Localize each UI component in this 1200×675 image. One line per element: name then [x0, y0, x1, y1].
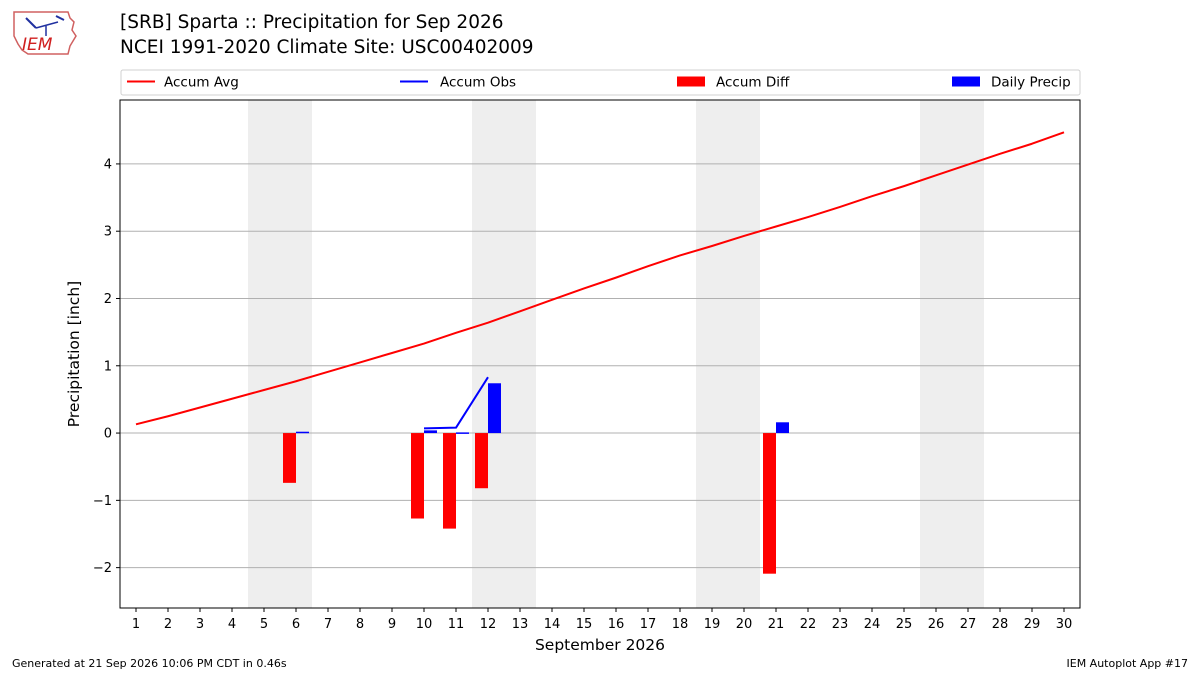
- x-tick-label: 15: [576, 617, 593, 632]
- y-tick-label: 4: [104, 157, 112, 172]
- x-tick-label: 16: [608, 617, 625, 632]
- x-tick-label: 9: [388, 617, 396, 632]
- weekend-shade-3: [920, 100, 984, 608]
- plot-frame: [119, 99, 1081, 609]
- grid-lines: [120, 163, 1080, 569]
- y-tick-label: 1: [104, 359, 112, 374]
- weekend-shading: [248, 100, 984, 608]
- x-tick-label: 29: [1024, 617, 1041, 632]
- legend-label-accum-avg: Accum Avg: [164, 75, 239, 91]
- x-tick-label: 18: [672, 617, 689, 632]
- y-axis: −2 −1 0 1 2 3 4: [93, 157, 120, 576]
- x-tick-label: 6: [292, 617, 300, 632]
- x-tick-label: 27: [960, 617, 977, 632]
- x-tick-label: 23: [832, 617, 849, 632]
- daily-precip-bar: [488, 383, 501, 434]
- x-tick-label: 28: [992, 617, 1009, 632]
- bars: [283, 383, 789, 574]
- logo-text: IEM: [22, 35, 53, 55]
- x-tick-label: 20: [736, 617, 753, 632]
- x-axis: 1 2 3 4 5 6 7 8 9 10 11 12 13 14 15 16 17 18 19 20 21 22 23 24 2…: [132, 608, 1072, 632]
- x-tick-label: 12: [480, 617, 497, 632]
- y-tick-label: 0: [104, 427, 112, 442]
- weekend-shade-1: [472, 100, 536, 608]
- legend-label-daily-precip: Daily Precip: [991, 75, 1071, 91]
- accum-diff-bar: [763, 433, 776, 574]
- x-axis-label: September 2026: [535, 636, 665, 654]
- legend-label-accum-diff: Accum Diff: [716, 75, 790, 91]
- daily-precip-bar: [456, 432, 469, 434]
- daily-precip-bar: [776, 422, 789, 434]
- y-axis-label: Precipitation [inch]: [65, 281, 83, 427]
- legend-label-accum-obs: Accum Obs: [440, 75, 516, 91]
- x-tick-label: 17: [640, 617, 657, 632]
- accum-obs-line: [423, 376, 489, 430]
- x-tick-label: 8: [356, 617, 364, 632]
- x-tick-label: 7: [324, 617, 332, 632]
- accum-avg-line: [135, 131, 1065, 426]
- x-tick-label: 11: [448, 617, 465, 632]
- x-tick-label: 4: [228, 617, 236, 632]
- accum-diff-bar: [283, 433, 296, 483]
- y-tick-label: −1: [93, 494, 112, 509]
- y-tick-label: −2: [93, 561, 112, 576]
- x-tick-label: 24: [864, 617, 881, 632]
- legend-swatch-accum-diff: [677, 76, 705, 87]
- accum-diff-bar: [411, 433, 424, 519]
- generated-timestamp: Generated at 21 Sep 2026 10:06 PM CDT in…: [12, 657, 287, 670]
- x-tick-label: 10: [416, 617, 433, 632]
- x-tick-label: 26: [928, 617, 945, 632]
- x-tick-label: 19: [704, 617, 721, 632]
- x-tick-label: 25: [896, 617, 913, 632]
- weekend-shade-0: [248, 100, 312, 608]
- accum-diff-bar: [475, 433, 488, 489]
- x-tick-label: 21: [768, 617, 785, 632]
- x-tick-label: 14: [544, 617, 561, 632]
- x-tick-label: 1: [132, 617, 140, 632]
- chart-title: [SRB] Sparta :: Precipitation for Sep 20…: [120, 12, 504, 33]
- accum-diff-bar: [443, 433, 456, 529]
- daily-precip-bar: [424, 430, 437, 434]
- x-tick-label: 30: [1056, 617, 1073, 632]
- x-tick-label: 5: [260, 617, 268, 632]
- app-credit: IEM Autoplot App #17: [1066, 657, 1189, 670]
- legend-swatch-daily-precip: [952, 76, 980, 87]
- x-tick-label: 22: [800, 617, 817, 632]
- iem-logo-icon: IEM: [13, 11, 77, 55]
- weekend-shade-2: [696, 100, 760, 608]
- y-tick-label: 2: [104, 292, 112, 307]
- x-tick-label: 13: [512, 617, 529, 632]
- daily-precip-bar: [296, 431, 309, 434]
- y-tick-label: 3: [104, 225, 112, 240]
- legend: Accum Avg Accum Obs Accum Diff Daily Pre…: [120, 69, 1081, 96]
- series-lines: [135, 131, 1065, 430]
- chart-subtitle: NCEI 1991-2020 Climate Site: USC00402009: [120, 37, 534, 58]
- x-tick-label: 3: [196, 617, 204, 632]
- legend-box: [120, 69, 1081, 96]
- x-tick-label: 2: [164, 617, 172, 632]
